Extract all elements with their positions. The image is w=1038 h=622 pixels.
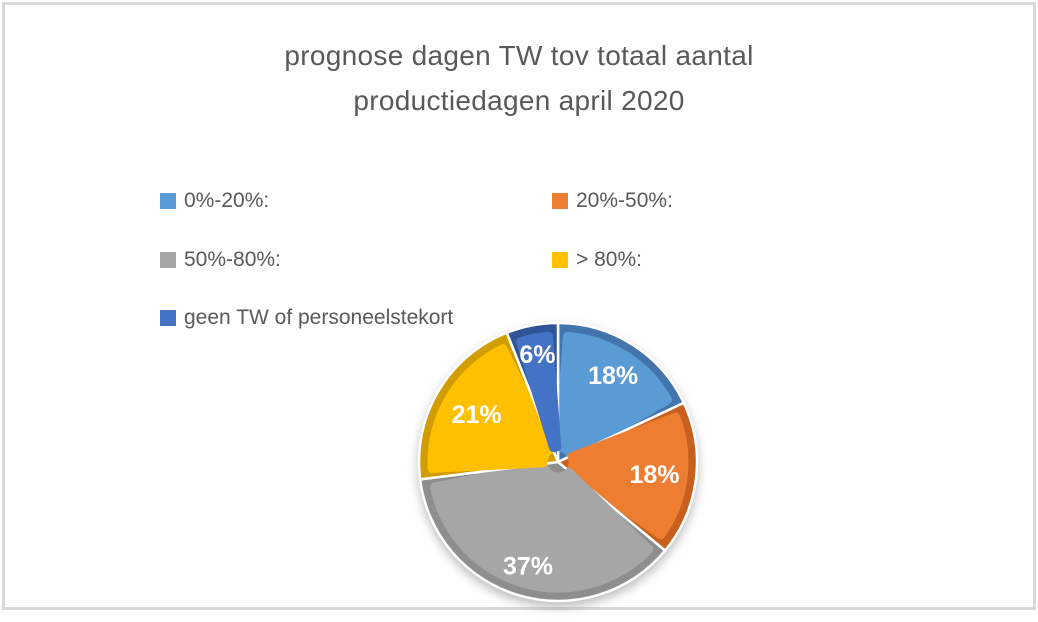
- legend-label: 50%-80%:: [184, 248, 281, 272]
- legend-swatch-orange-icon: [552, 193, 568, 209]
- chart-frame: prognose dagen TW tov totaal aantal prod…: [2, 2, 1036, 610]
- pie-data-label-2: 37%: [503, 552, 553, 580]
- legend-swatch-gray-icon: [160, 252, 176, 268]
- legend-item-50-80: 50%-80%:: [160, 248, 281, 272]
- legend-swatch-darkblue-icon: [160, 310, 176, 326]
- legend-swatch-yellow-icon: [552, 252, 568, 268]
- legend-item-gt-80: > 80%:: [552, 248, 642, 272]
- pie-data-label-1: 18%: [630, 461, 680, 489]
- legend-item-0-20: 0%-20%:: [160, 189, 269, 213]
- pie-data-label-0: 18%: [588, 362, 638, 390]
- legend-label: 20%-50%:: [576, 189, 673, 213]
- legend-label: 0%-20%:: [184, 189, 269, 213]
- pie-data-label-4: 6%: [519, 341, 555, 369]
- legend-swatch-blue-icon: [160, 193, 176, 209]
- legend-item-20-50: 20%-50%:: [552, 189, 673, 213]
- pie-chart: 18% 18% 37% 21% 6%: [398, 302, 718, 622]
- legend-label: > 80%:: [576, 248, 642, 272]
- chart-title: prognose dagen TW tov totaal aantal prod…: [229, 33, 809, 123]
- pie-data-label-3: 21%: [452, 401, 502, 429]
